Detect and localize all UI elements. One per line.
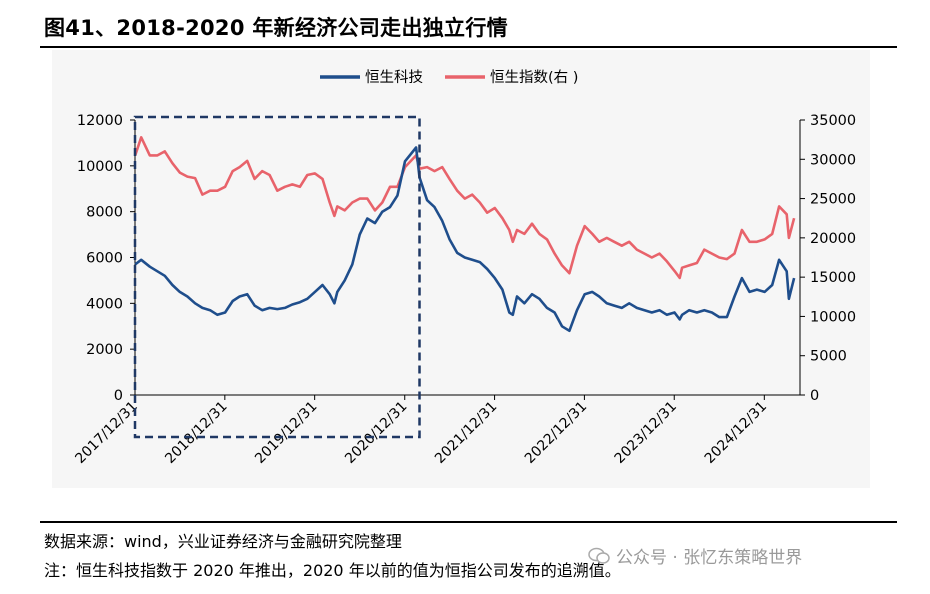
legend-label-hstech: 恒生科技: [365, 69, 423, 86]
left-tick-label: 4000: [86, 296, 123, 312]
x-tick-label: 2022/12/31: [522, 399, 590, 467]
top-rule: [40, 46, 897, 48]
left-axis: 0 2000 4000 6000 8000 10000 12000: [77, 113, 136, 404]
right-tick-label: 35000: [810, 113, 856, 129]
source-note: 数据来源：wind，兴业证券经济与金融研究院整理: [44, 532, 402, 551]
series-group: [133, 136, 796, 333]
footnote: 注：恒生科技指数于 2020 年推出，2020 年以前的值为恒指公司发布的追溯值…: [44, 561, 621, 580]
right-tick-label: 25000: [810, 192, 856, 208]
left-tick-label: 12000: [77, 113, 123, 129]
right-tick-label: 0: [810, 388, 819, 404]
series-line-hsi: [133, 136, 796, 280]
right-tick-label: 15000: [810, 270, 856, 286]
x-axis: 2017/12/31 2018/12/31 2019/12/31 2020/12/31…: [72, 394, 800, 467]
left-tick-label: 6000: [86, 251, 123, 267]
x-tick-label: 2019/12/31: [252, 399, 320, 467]
x-tick-label: 2020/12/31: [342, 399, 410, 467]
wechat-icon: [588, 547, 610, 564]
left-tick-label: 10000: [77, 159, 123, 175]
legend-label-hsi: 恒生指数(右 ): [490, 69, 578, 86]
left-tick-label: 2000: [86, 342, 123, 358]
bottom-rule: [40, 521, 897, 523]
x-tick-label: 2021/12/31: [432, 399, 500, 467]
right-tick-label: 20000: [810, 231, 856, 247]
left-tick-label: 8000: [86, 205, 123, 221]
x-tick-label: 2017/12/31: [72, 399, 140, 467]
highlight-box-group: [133, 115, 421, 439]
left-tick-label: 0: [114, 388, 123, 404]
legend: 恒生科技 恒生指数(右 ): [320, 69, 578, 86]
right-axis: 0 5000 10000 15000 20000 25000 30000 35000: [799, 113, 856, 404]
highlight-box: [133, 115, 421, 439]
x-tick-label: 2024/12/31: [702, 399, 770, 467]
watermark-text: 公众号 · 张忆东策略世界: [616, 548, 803, 568]
figure-title: 图41、2018-2020 年新经济公司走出独立行情: [44, 16, 508, 40]
x-tick-label: 2023/12/31: [612, 399, 680, 467]
top-rule-accent: [872, 46, 897, 48]
watermark: 公众号 · 张忆东策略世界: [588, 543, 802, 568]
series-line-hstech: [134, 146, 796, 333]
right-tick-label: 10000: [810, 309, 856, 325]
chart-area: [52, 50, 870, 488]
right-tick-label: 5000: [810, 349, 847, 365]
x-tick-label: 2018/12/31: [162, 399, 230, 467]
right-tick-label: 30000: [810, 152, 856, 168]
